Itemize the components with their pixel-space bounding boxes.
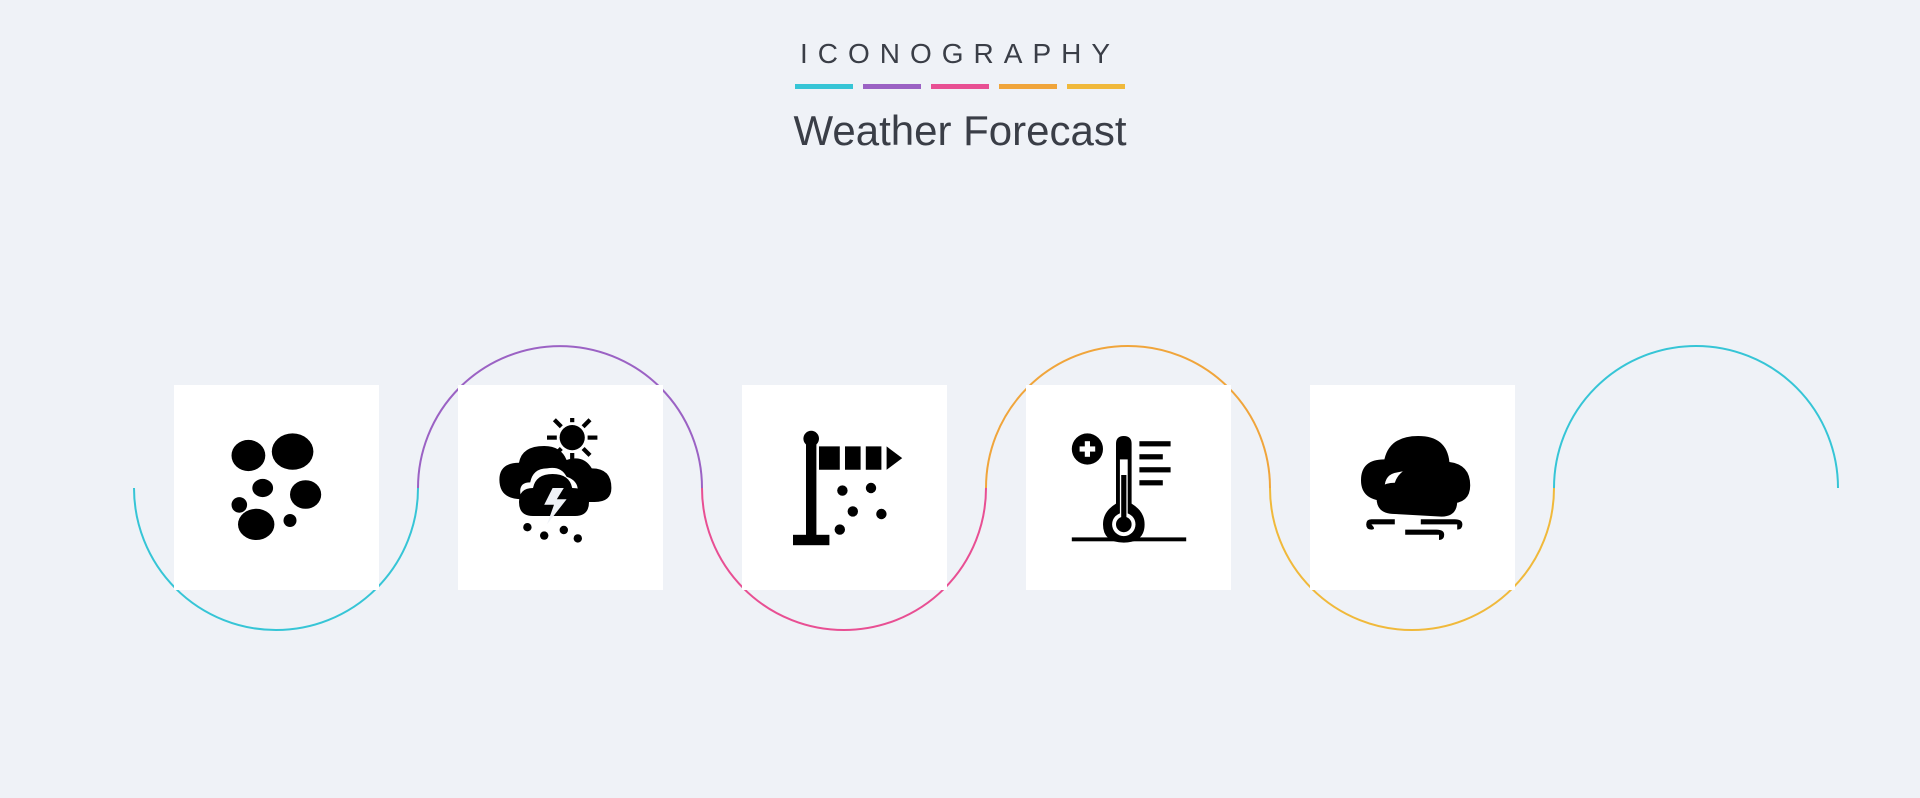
brand-stripes <box>0 84 1920 89</box>
stripe-2 <box>863 84 921 89</box>
wind-sign-icon <box>780 423 910 553</box>
stripe-4 <box>999 84 1057 89</box>
icon-card-4 <box>1026 385 1231 590</box>
storm-cloud-icon <box>491 418 631 558</box>
icon-card-3 <box>742 385 947 590</box>
stripe-5 <box>1067 84 1125 89</box>
stripe-1 <box>795 84 853 89</box>
thermometer-icon <box>1064 423 1194 553</box>
page-title: Weather Forecast <box>0 107 1920 155</box>
cloud-wind-icon <box>1348 423 1478 553</box>
icon-card-1 <box>174 385 379 590</box>
hail-dots-icon <box>212 423 342 553</box>
icon-card-5 <box>1310 385 1515 590</box>
stripe-3 <box>931 84 989 89</box>
icon-card-2 <box>458 385 663 590</box>
brand-label: ICONOGRAPHY <box>0 38 1920 70</box>
header: ICONOGRAPHY Weather Forecast <box>0 0 1920 155</box>
